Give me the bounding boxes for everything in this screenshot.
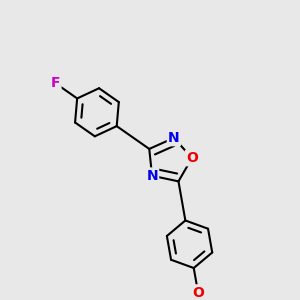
Text: O: O xyxy=(192,286,204,300)
Text: N: N xyxy=(168,131,180,145)
Text: F: F xyxy=(51,76,60,90)
Text: O: O xyxy=(186,151,198,165)
Text: N: N xyxy=(146,169,158,183)
